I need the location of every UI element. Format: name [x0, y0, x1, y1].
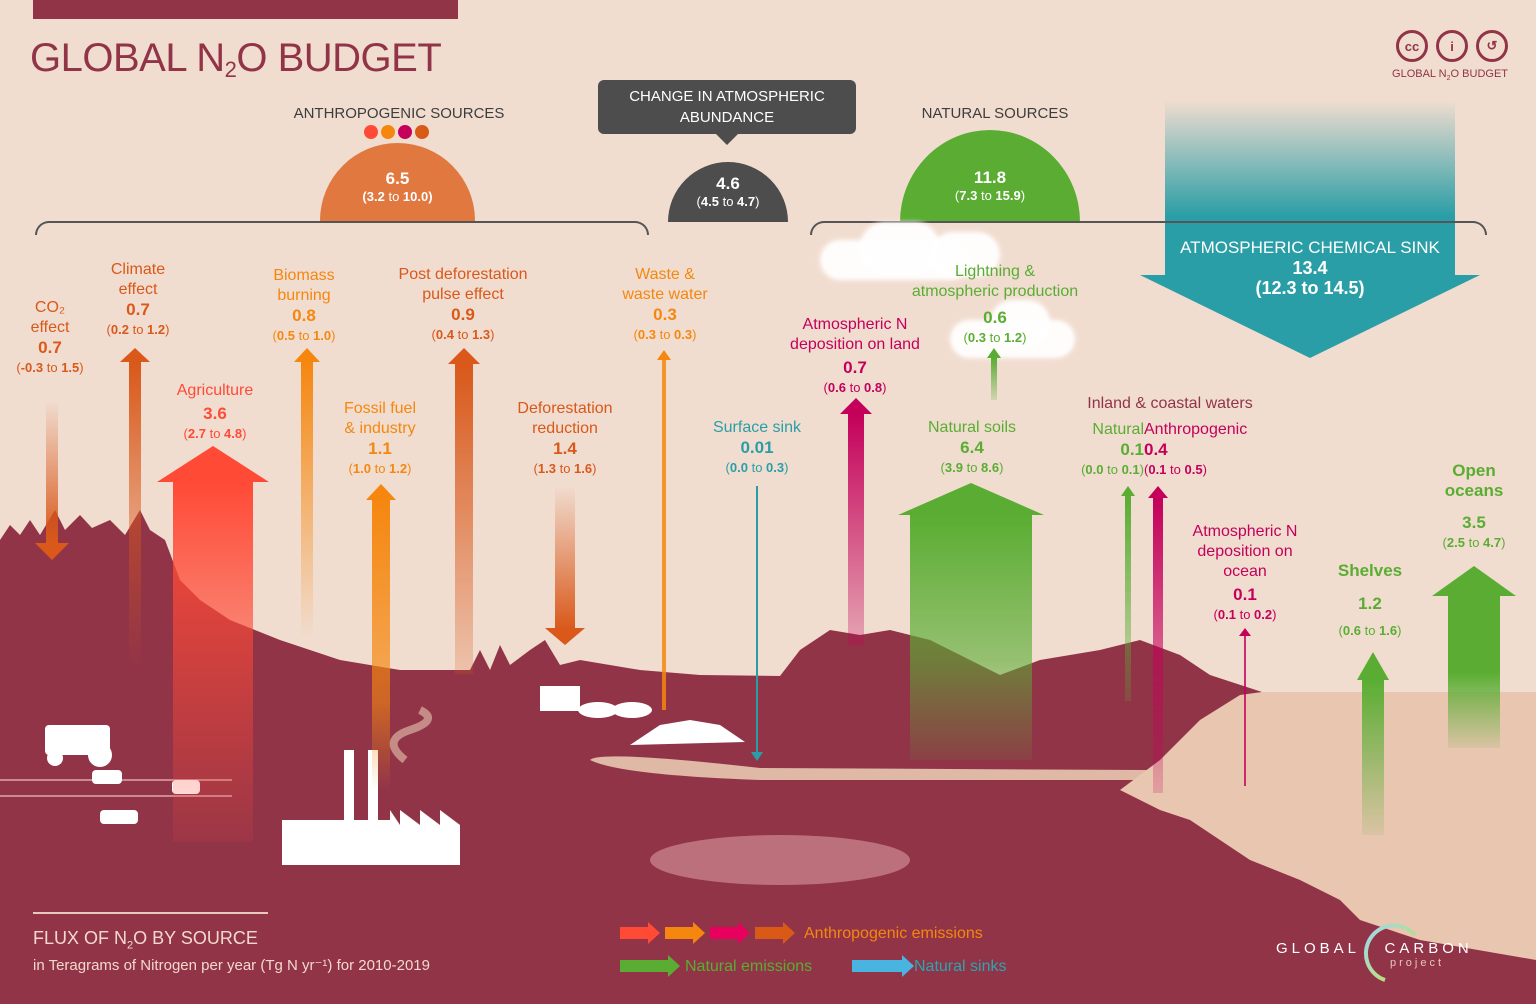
open-oceans-label: Open oceans 3.5 (2.5 to 4.7)	[1442, 461, 1506, 550]
dot-icon	[381, 125, 395, 139]
footer-title: FLUX OF N2O BY SOURCE	[33, 928, 258, 952]
legend-arrow-orange-icon	[665, 922, 705, 944]
anthropogenic-total-dome: 6.5 (3.2 to 10.0)	[320, 143, 475, 221]
legend-arrow-green-icon	[620, 955, 680, 977]
global-carbon-project-logo-arc-icon	[1363, 923, 1417, 982]
top-accent-bar	[33, 0, 458, 19]
agriculture-arrow	[157, 446, 269, 842]
cloud-shape	[860, 222, 940, 272]
dot-icon	[415, 125, 429, 139]
post-deforestation-label: Post deforestation pulse effect 0.9 (0.4 …	[398, 266, 528, 342]
shelves-arrow	[1357, 652, 1389, 835]
biomass-burning-label: Biomass burning 0.8 (0.5 to 1.0)	[272, 267, 336, 343]
change-dome: 4.6 (4.5 to 4.7)	[668, 162, 788, 222]
inland-anthropogenic-label: Anthropogenic 0.4 (0.1 to 0.5)	[1144, 421, 1248, 477]
legend: Anthropogenic emissions Natural emission…	[620, 922, 1020, 984]
cloud-shape	[930, 232, 1000, 277]
surface-sink-label: Surface sink 0.01 (0.0 to 0.3)	[712, 419, 802, 475]
cloud-shape	[990, 300, 1050, 345]
natural-soils-arrow	[898, 483, 1044, 760]
post-deforestation-arrow	[448, 348, 480, 674]
legend-natural-emissions-label: Natural emissions	[685, 958, 813, 975]
atm-n-ocean-arrow	[1239, 628, 1251, 786]
waste-arrow	[657, 350, 671, 710]
dot-icon	[398, 125, 412, 139]
inland-anthropogenic-arrow	[1148, 486, 1168, 793]
license-label: GLOBAL N2O BUDGET	[1392, 68, 1508, 83]
lightning-arrow	[987, 348, 1001, 400]
lightning-label: Lightning & atmospheric production 0.6 (0…	[911, 263, 1079, 345]
logo-text: GLOBAL CARBON	[1276, 940, 1473, 957]
natural-sources-heading: NATURAL SOURCES	[921, 105, 1069, 122]
logo-subtext: project	[1390, 957, 1445, 969]
inland-natural-label: Natural 0.1 (0.0 to 0.1)	[1081, 421, 1144, 477]
deforestation-reduction-arrow	[545, 485, 585, 645]
inland-natural-arrow	[1121, 486, 1135, 701]
anthropogenic-color-dots	[364, 125, 429, 139]
change-callout: CHANGE IN ATMOSPHERIC ABUNDANCE	[598, 80, 856, 145]
legend-anthropogenic-label: Anthropogenic emissions	[804, 925, 983, 942]
climate-effect-arrow	[120, 348, 150, 672]
legend-arrow-red-icon	[620, 922, 660, 944]
co2-effect-label: CO₂ effect 0.7 (-0.3 to 1.5)	[16, 299, 84, 375]
legend-arrow-magenta-icon	[710, 922, 750, 944]
anthropogenic-sources-heading: ANTHROPOGENIC SOURCES	[293, 105, 505, 122]
climate-effect-label: Climate effect 0.7 (0.2 to 1.2)	[106, 261, 170, 337]
deforestation-reduction-label: Deforestation reduction 1.4 (1.3 to 1.6)	[517, 400, 613, 476]
natural-soils-label: Natural soils 6.4 (3.9 to 8.6)	[927, 419, 1017, 475]
co2-effect-arrow	[35, 400, 69, 560]
license-icons: cc i ↺	[1396, 30, 1508, 62]
legend-arrow-darkorange-icon	[755, 922, 795, 944]
fossil-fuel-label: Fossil fuel & industry 1.1 (1.0 to 1.2)	[343, 400, 417, 476]
legend-arrow-blue-icon	[852, 955, 914, 977]
cc-icon: cc	[1396, 30, 1428, 62]
page-title: GLOBAL N2O BUDGET	[30, 36, 442, 82]
legend-natural-sinks-label: Natural sinks	[914, 958, 1007, 975]
atmospheric-chemical-sink-arrow	[1140, 100, 1480, 358]
agriculture-label: Agriculture 3.6 (2.7 to 4.8)	[176, 382, 254, 441]
footer-divider	[33, 912, 268, 914]
fossil-fuel-arrow	[366, 484, 396, 790]
footer-subtitle: in Teragrams of Nitrogen per year (Tg N …	[33, 957, 430, 974]
surface-sink-arrow	[751, 486, 763, 761]
by-attribution-icon: i	[1436, 30, 1468, 62]
biomass-burning-arrow	[294, 348, 320, 642]
inland-heading: Inland & coastal waters	[1087, 395, 1253, 412]
landscape-silhouette	[0, 510, 1536, 1004]
dot-icon	[364, 125, 378, 139]
waste-label: Waste & waste water 0.3 (0.3 to 0.3)	[622, 266, 708, 342]
natural-total-dome: 11.8 (7.3 to 15.9)	[900, 130, 1080, 222]
atmospheric-chemical-sink-label: ATMOSPHERIC CHEMICAL SINK 13.4 (12.3 to …	[1180, 238, 1440, 298]
anthropogenic-bracket	[35, 221, 649, 235]
sharealike-icon: ↺	[1476, 30, 1508, 62]
open-oceans-arrow	[1432, 566, 1516, 748]
atm-n-land-arrow	[840, 398, 872, 646]
shelves-label: Shelves 1.2 (0.6 to 1.6)	[1337, 561, 1403, 638]
